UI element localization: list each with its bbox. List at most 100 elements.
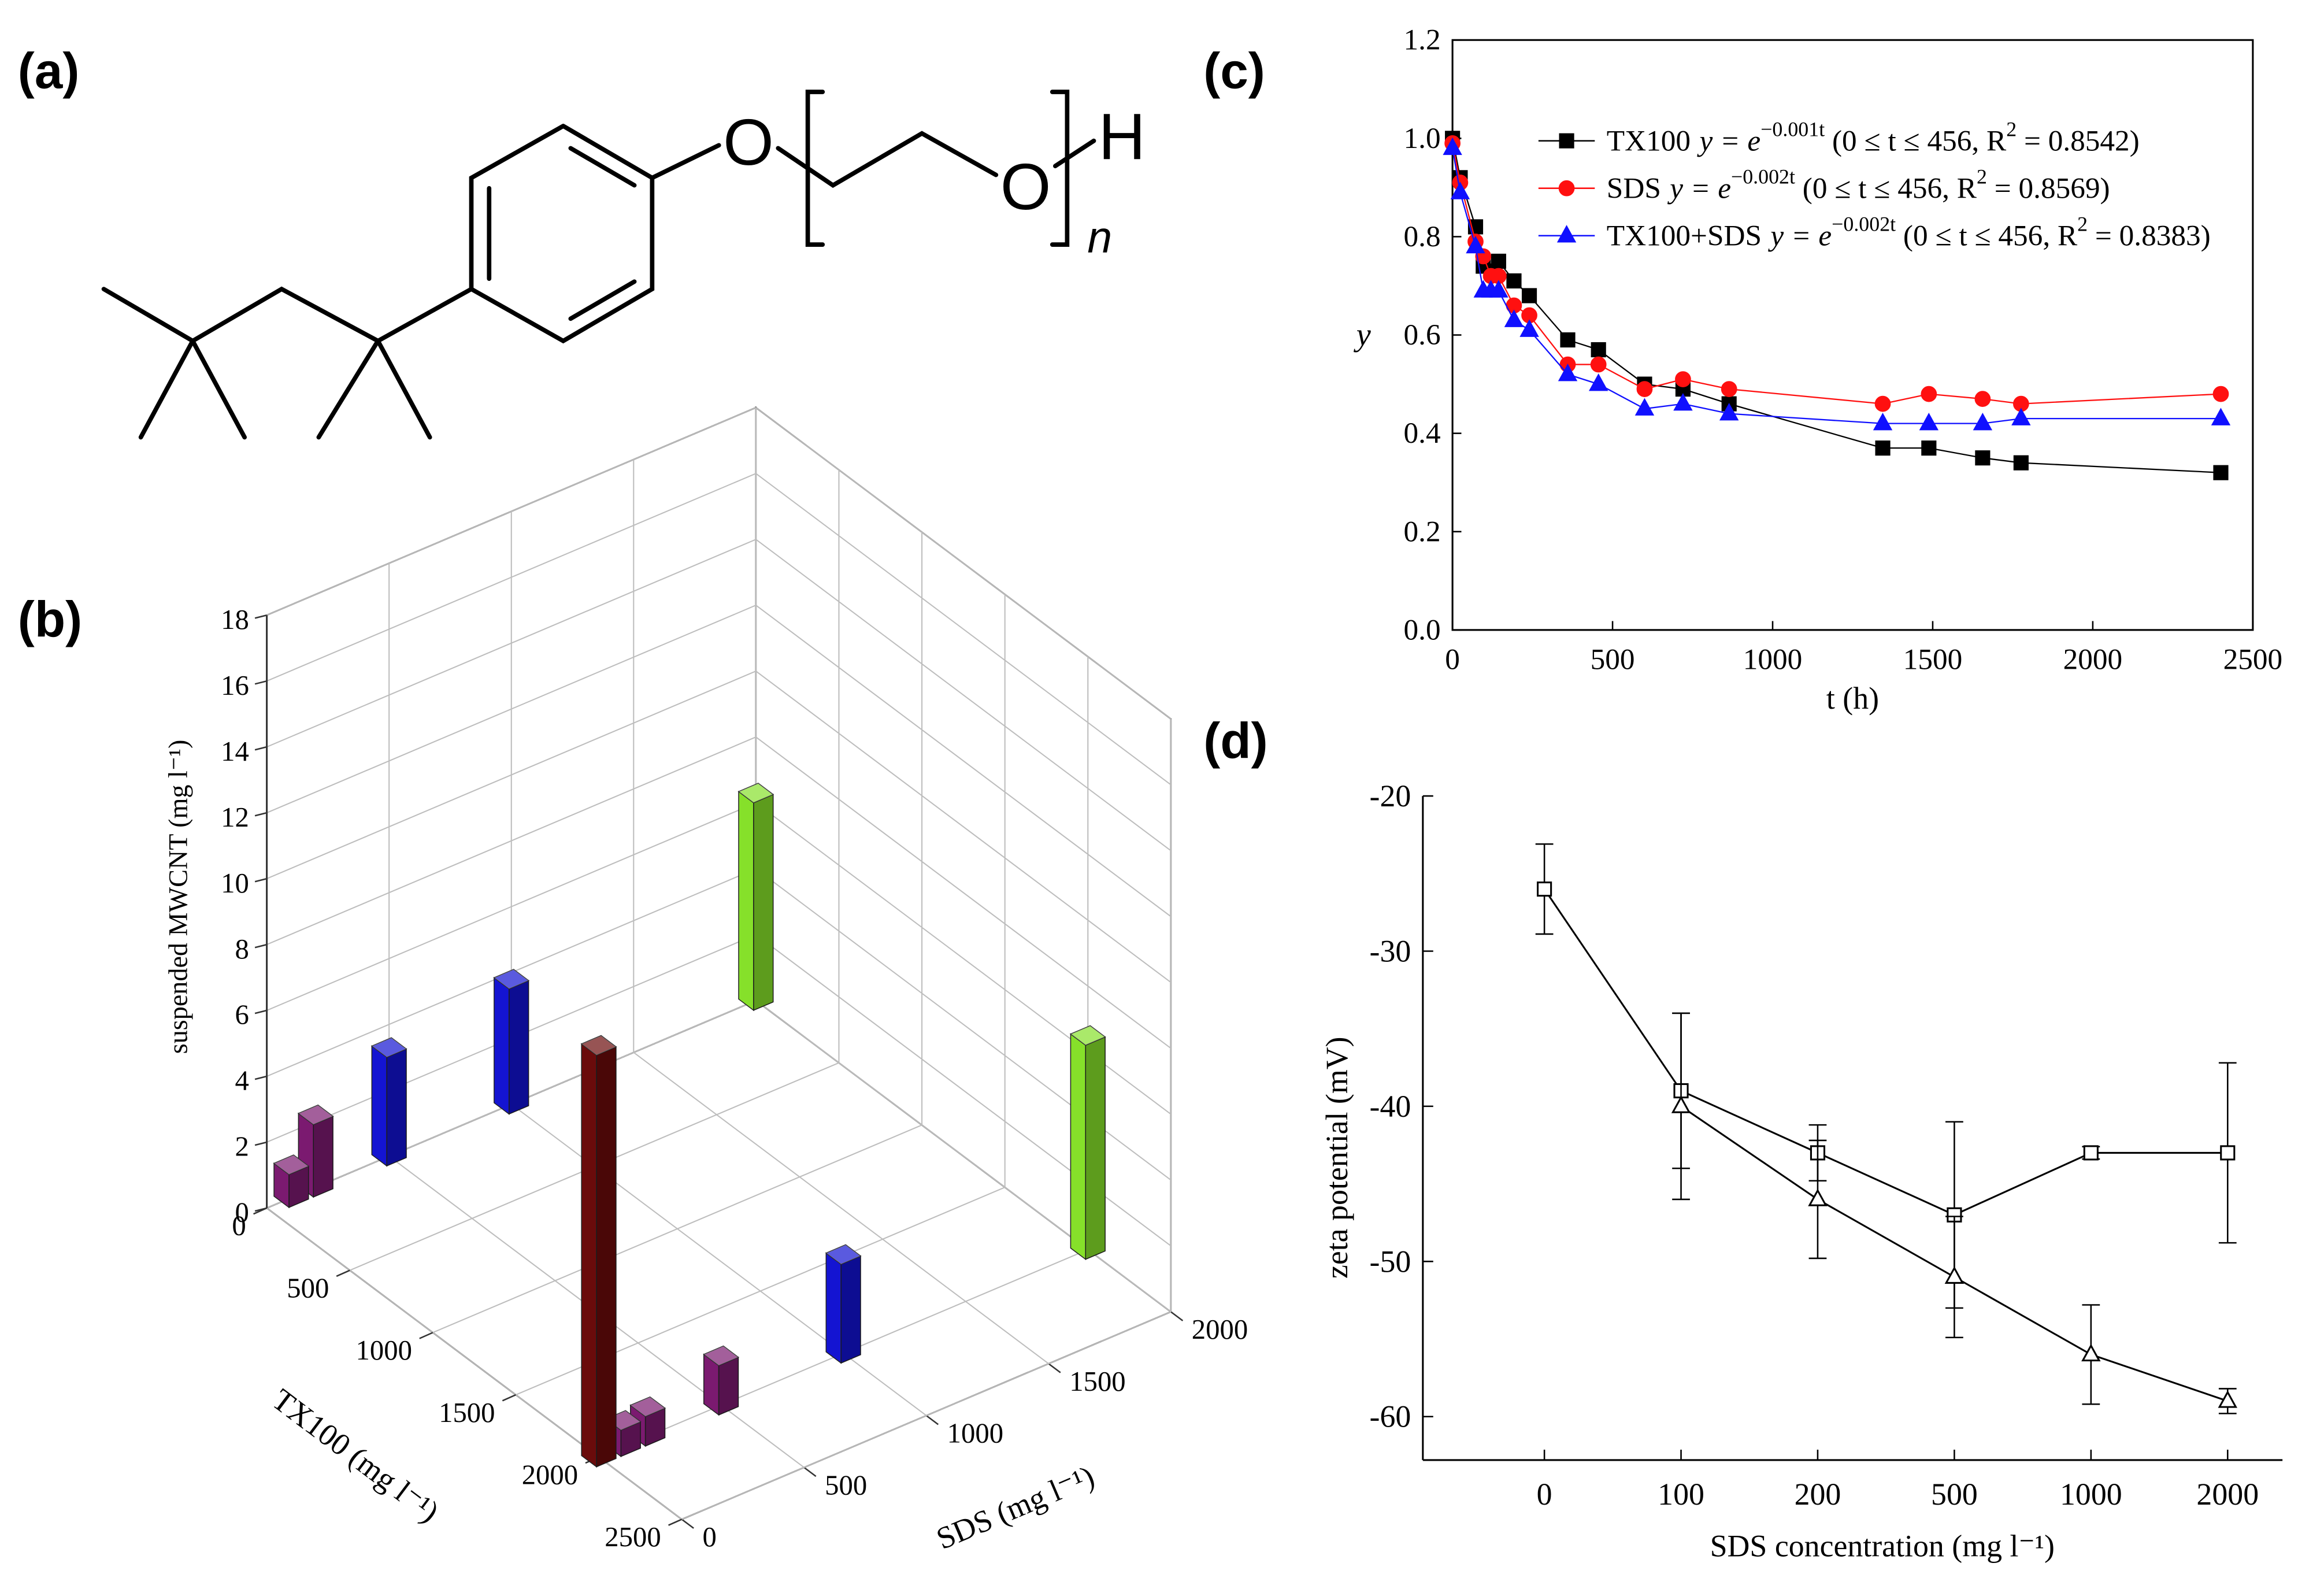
bar-shade xyxy=(494,969,529,989)
marker xyxy=(1450,182,1470,199)
marker xyxy=(2083,1145,2099,1161)
bar-shade xyxy=(596,1046,616,1467)
bar xyxy=(629,1396,666,1447)
tick-mark xyxy=(681,1518,694,1529)
z-tick-label: 6 xyxy=(235,999,249,1031)
bar-shade xyxy=(739,783,773,803)
bar xyxy=(825,1244,862,1364)
bar xyxy=(273,1154,310,1209)
tick-mark xyxy=(419,1332,433,1339)
marker xyxy=(1721,381,1737,397)
legend-fit: y = e xyxy=(1767,219,1832,252)
grid-line xyxy=(755,736,1172,1049)
x-tick-label: 2500 xyxy=(2223,643,2283,676)
grid-line xyxy=(755,671,1172,983)
marker xyxy=(1559,133,1574,149)
bar xyxy=(493,969,530,1115)
legend-fit: (0 ≤ t ≤ 456, R xyxy=(1795,172,1977,205)
bar-face xyxy=(493,969,530,990)
legend-name: TX100 xyxy=(1607,124,1691,157)
marker xyxy=(1636,381,1653,397)
bracket xyxy=(805,90,825,247)
x-tick-label: 100 xyxy=(1658,1477,1704,1512)
marker xyxy=(1974,391,1991,407)
bar-shade xyxy=(621,1421,641,1457)
legend-fit: = 0.8569) xyxy=(1987,172,2110,205)
atom-label: O xyxy=(723,106,774,179)
tick-mark xyxy=(254,943,267,949)
bond xyxy=(1053,138,1096,169)
bar-face xyxy=(738,790,754,1012)
double-bond xyxy=(568,146,637,188)
bond xyxy=(138,338,195,440)
x-tick-label: 1000 xyxy=(1743,643,1803,676)
z-tick-label: 16 xyxy=(221,670,249,701)
bar-face xyxy=(703,1345,739,1366)
bar-shade xyxy=(288,1166,309,1208)
marker xyxy=(1671,1095,1691,1113)
z-tick-label: 12 xyxy=(221,802,249,833)
marker xyxy=(1558,180,1575,197)
bar-shade xyxy=(1085,1036,1106,1260)
bar-shade xyxy=(718,1357,739,1415)
bar xyxy=(1069,1025,1106,1261)
bar-face xyxy=(494,976,510,1115)
bond xyxy=(650,143,721,180)
x-tick-label: 0 xyxy=(232,1210,246,1242)
y-tick-label: 0.0 xyxy=(1404,613,1441,646)
bar-face xyxy=(581,1043,597,1468)
panel-label: (d) xyxy=(1203,713,1267,769)
bar-shade xyxy=(387,1049,407,1166)
marker xyxy=(1537,881,1552,897)
marker xyxy=(1873,413,1893,431)
grid-line xyxy=(755,1000,1172,1313)
bar-face xyxy=(580,1035,617,1056)
repeat-index: n xyxy=(1087,212,1112,262)
x-tick-label: 1000 xyxy=(2060,1477,2122,1512)
marker xyxy=(1875,440,1891,456)
legend-fit: 2 xyxy=(2077,213,2088,236)
tick-mark xyxy=(254,680,267,685)
legend-fit: −0.002t xyxy=(1832,213,1896,236)
marker xyxy=(1591,342,1606,358)
marker xyxy=(2011,408,2031,425)
bar-shade xyxy=(274,1155,309,1175)
y-tick-label: -30 xyxy=(1370,934,1411,968)
legend-fit: y = e xyxy=(1696,124,1760,157)
tick-mark xyxy=(1048,1363,1061,1373)
atom-label: O xyxy=(1000,150,1051,223)
legend-fit: (0 ≤ t ≤ 456, R xyxy=(1896,219,2078,252)
marker xyxy=(1673,393,1693,411)
marker xyxy=(1921,440,1937,456)
bar-face xyxy=(825,1252,842,1364)
grid-line xyxy=(755,473,1172,786)
x-tick-label: 2000 xyxy=(2063,643,2123,676)
bar-shade xyxy=(753,794,773,1010)
y-tick-label: 0.8 xyxy=(1404,220,1441,253)
x-tick-label: 500 xyxy=(1591,643,1635,676)
bar-shade xyxy=(372,1038,407,1058)
y-tick-label: 0.6 xyxy=(1404,318,1441,351)
z-tick-label: 2 xyxy=(235,1131,249,1162)
x-tick-label: 2000 xyxy=(2196,1477,2259,1512)
x-tick-label: 200 xyxy=(1795,1477,1841,1512)
marker xyxy=(1506,273,1522,289)
bar-face xyxy=(1070,1033,1087,1261)
x-axis-label: t (h) xyxy=(1826,681,1879,716)
bar-shade xyxy=(826,1244,861,1265)
x-tick-label: 1500 xyxy=(1903,643,1963,676)
y-tick-label: 0 xyxy=(703,1521,717,1553)
legend-entry: TX100 y = e−0.001t (0 ≤ t ≤ 456, R2 = 0.8… xyxy=(1607,118,2140,158)
z-tick-label: 18 xyxy=(221,604,249,635)
y-tick-label: 2000 xyxy=(1192,1314,1248,1345)
z-tick-label: 8 xyxy=(235,934,249,965)
tick-mark xyxy=(502,1394,516,1402)
bar-shade xyxy=(645,1408,665,1446)
marker xyxy=(2081,1343,2101,1362)
bond xyxy=(190,338,247,440)
y-tick-label: -20 xyxy=(1370,779,1411,813)
error-line-chart: -20 -30 -40 -50 -60 0 100 200 500 1000 2000 SDS con… xyxy=(1319,779,2283,1564)
legend-fit: −0.001t xyxy=(1760,118,1825,141)
panel-label: (b) xyxy=(18,591,82,647)
atom-label: H xyxy=(1099,100,1146,173)
